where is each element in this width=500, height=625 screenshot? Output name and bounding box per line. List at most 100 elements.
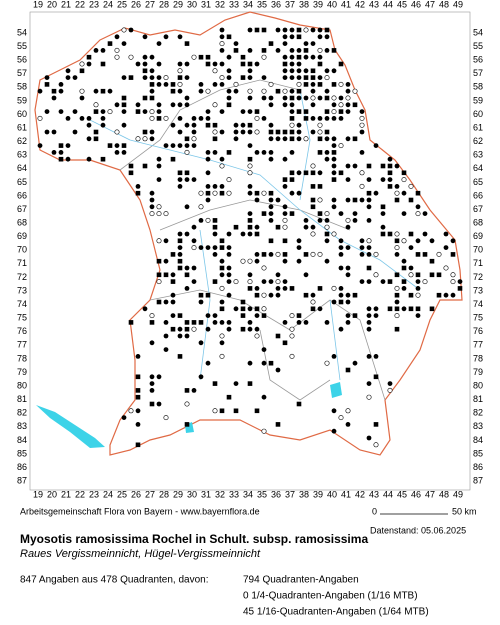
column-label: 39 [313, 0, 323, 9]
dot-open [408, 183, 414, 189]
dot [93, 88, 99, 94]
dot [324, 320, 330, 325]
dot-open [240, 258, 246, 264]
dot-square [268, 190, 274, 196]
dot [296, 245, 302, 251]
dot-square [303, 116, 309, 121]
dot [254, 258, 260, 264]
dot-square [156, 272, 162, 278]
row-label: 64 [17, 163, 27, 173]
row-label: 74 [473, 299, 483, 309]
dot-open [149, 109, 155, 115]
title: Myosotis ramosissima Rochel in Schult. s… [20, 532, 368, 546]
row-label: 83 [17, 421, 27, 431]
row-label: 87 [473, 476, 483, 486]
dot [296, 258, 302, 264]
dot [247, 143, 253, 149]
dot [331, 428, 337, 434]
dot [233, 122, 239, 128]
dot [184, 265, 190, 271]
dot-square [226, 394, 232, 400]
dot-square [282, 238, 288, 244]
dot-open [331, 231, 337, 237]
dot [114, 143, 120, 149]
dot-open [275, 279, 281, 285]
dot [345, 109, 351, 114]
dot [282, 156, 288, 162]
dot [198, 88, 204, 94]
dot-square [352, 292, 358, 298]
dot [198, 374, 204, 380]
dot-open [394, 285, 400, 291]
dot-open [198, 204, 204, 210]
dot [380, 177, 386, 183]
dot-square [142, 163, 148, 169]
dot-open [191, 326, 197, 332]
dot [443, 292, 449, 298]
dot-open [317, 251, 323, 257]
dot [247, 231, 253, 237]
column-label: 24 [103, 489, 113, 499]
row-label: 85 [473, 448, 483, 458]
row-label: 75 [473, 313, 483, 323]
dot-square [254, 109, 260, 114]
dot-open [177, 81, 183, 87]
dot [233, 306, 239, 312]
row-label: 61 [473, 122, 483, 132]
dot [282, 184, 288, 189]
dot-square [135, 109, 141, 114]
dot-square [310, 170, 316, 176]
dot [184, 61, 190, 67]
dot [401, 211, 407, 217]
dot [177, 129, 183, 135]
row-label: 64 [473, 163, 483, 173]
dot-square [394, 292, 400, 298]
state-border [34, 11, 463, 456]
dot-square [135, 388, 141, 393]
dot [149, 190, 155, 196]
dot [387, 177, 393, 183]
dot [58, 88, 64, 94]
row-label: 83 [473, 421, 483, 431]
dot [394, 184, 400, 189]
column-label: 32 [215, 489, 225, 499]
dot [37, 143, 43, 149]
dot [247, 211, 253, 217]
dot-open [212, 190, 218, 196]
dot-open [282, 224, 288, 230]
dot-open [114, 129, 120, 135]
dot [170, 299, 176, 305]
dot [247, 109, 253, 114]
dot [205, 313, 211, 318]
row-label: 62 [473, 136, 483, 146]
dot-square [226, 150, 232, 155]
dot [149, 136, 155, 142]
dot [310, 292, 316, 298]
grid-labels: 19 19 20 20 21 21 22 22 23 23 24 24 25 25 26 26 27 27 28 28… [17, 0, 483, 499]
dot [415, 286, 421, 291]
dot [275, 367, 281, 373]
dot [226, 292, 232, 298]
dot-open [191, 136, 197, 142]
dot-open [79, 61, 85, 67]
row-label: 57 [17, 68, 27, 78]
dot [429, 238, 435, 244]
dot-open [226, 190, 232, 196]
dot [359, 150, 365, 155]
dot [170, 102, 176, 108]
dot [198, 245, 204, 251]
dot [352, 218, 358, 223]
dot [282, 68, 288, 74]
dot [212, 313, 218, 318]
dot [163, 320, 169, 325]
dot [415, 279, 421, 284]
dot-square [233, 48, 239, 53]
dot [324, 68, 330, 74]
dot-open [366, 394, 372, 400]
dot [310, 116, 316, 121]
dot [191, 122, 197, 128]
dot [366, 204, 372, 210]
dot [366, 279, 372, 284]
dot [142, 109, 148, 114]
dot [261, 95, 267, 101]
